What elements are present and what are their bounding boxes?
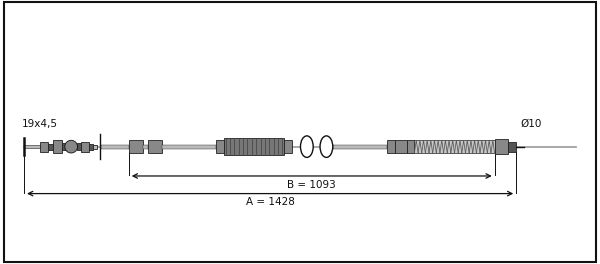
Text: 24.3727-0539.2    580539: 24.3727-0539.2 580539 <box>100 10 500 39</box>
Bar <box>24 145 40 148</box>
Bar <box>62 143 66 150</box>
Bar <box>415 140 494 153</box>
Bar <box>333 145 387 149</box>
Text: Ø10: Ø10 <box>520 119 541 129</box>
Circle shape <box>65 140 77 153</box>
Bar <box>284 140 292 153</box>
Bar <box>81 142 89 152</box>
Bar <box>224 138 284 155</box>
Bar <box>101 145 129 149</box>
Bar <box>508 142 516 152</box>
Bar <box>47 144 53 150</box>
Bar <box>494 139 508 154</box>
Bar <box>148 140 162 153</box>
Text: A = 1428: A = 1428 <box>246 197 295 208</box>
Text: 19x4,5: 19x4,5 <box>22 119 58 129</box>
Bar <box>395 140 407 153</box>
Bar <box>143 145 148 149</box>
Text: B = 1093: B = 1093 <box>287 180 336 190</box>
Bar <box>40 142 47 152</box>
Bar <box>407 140 415 153</box>
Bar <box>162 145 216 149</box>
Bar <box>129 140 143 153</box>
Bar <box>89 144 92 150</box>
Bar <box>92 145 97 149</box>
Bar <box>53 140 62 153</box>
Bar <box>387 140 395 153</box>
Ellipse shape <box>320 136 333 157</box>
Bar <box>216 140 224 153</box>
Ellipse shape <box>301 136 313 157</box>
Bar <box>77 143 81 150</box>
